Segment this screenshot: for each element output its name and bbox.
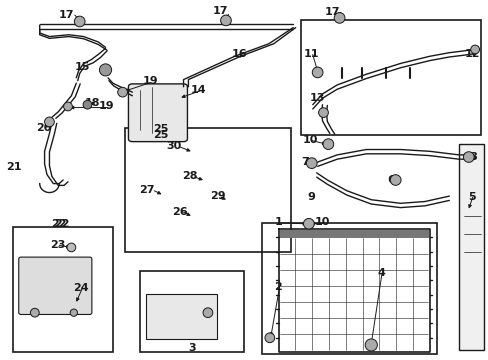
Text: 10: 10 [302,135,317,145]
Ellipse shape [323,139,333,149]
Ellipse shape [220,15,231,26]
Ellipse shape [389,175,400,185]
Text: 24: 24 [73,283,89,293]
Text: 11: 11 [304,49,319,59]
Text: 17: 17 [212,6,227,17]
Ellipse shape [118,87,127,97]
Bar [13,226,113,352]
FancyBboxPatch shape [128,84,187,141]
Text: 19: 19 [143,76,159,86]
Bar [458,144,484,350]
Ellipse shape [303,219,314,229]
Ellipse shape [264,333,274,343]
Text: 19: 19 [99,102,115,112]
Text: 18: 18 [84,98,100,108]
Bar [261,223,436,354]
Text: 27: 27 [139,185,154,195]
Ellipse shape [67,243,76,252]
Text: 14: 14 [190,85,205,95]
Ellipse shape [312,67,323,78]
Text: 13: 13 [309,93,325,103]
Ellipse shape [70,309,77,316]
Ellipse shape [463,152,473,162]
Bar [125,128,290,252]
Text: 17: 17 [324,7,339,17]
FancyBboxPatch shape [19,257,92,315]
Ellipse shape [203,308,212,318]
Ellipse shape [44,117,54,127]
Text: 2: 2 [273,282,281,292]
Text: 8: 8 [469,152,477,162]
Text: 7: 7 [301,157,309,167]
Text: 22: 22 [54,219,69,229]
Text: 25: 25 [153,124,168,134]
Ellipse shape [365,339,377,351]
Text: 10: 10 [314,217,329,227]
Text: 22: 22 [51,219,67,229]
Text: 17: 17 [59,10,74,20]
Bar [300,21,480,135]
Ellipse shape [83,100,92,109]
Text: 6: 6 [386,175,394,185]
Text: 26: 26 [172,207,187,217]
Text: 30: 30 [166,141,181,151]
Text: 25: 25 [153,130,168,140]
Ellipse shape [306,158,317,168]
Ellipse shape [333,13,344,23]
Text: 1: 1 [274,217,282,227]
Text: 21: 21 [6,162,22,172]
Ellipse shape [63,102,72,111]
Bar [140,271,244,352]
Text: 28: 28 [182,171,197,181]
Text: 20: 20 [36,123,51,133]
Bar [279,230,428,238]
Text: 15: 15 [75,62,90,72]
Text: 5: 5 [467,192,474,202]
Text: 23: 23 [50,239,66,249]
FancyBboxPatch shape [145,294,216,339]
Text: 9: 9 [307,192,315,202]
Text: 29: 29 [209,191,225,201]
Ellipse shape [99,64,111,76]
Ellipse shape [30,308,39,317]
Text: 12: 12 [464,49,480,59]
Ellipse shape [74,16,85,27]
Ellipse shape [318,108,328,117]
Ellipse shape [470,45,479,54]
Text: 16: 16 [231,49,247,59]
Text: 4: 4 [376,268,384,278]
Text: 3: 3 [188,343,195,353]
